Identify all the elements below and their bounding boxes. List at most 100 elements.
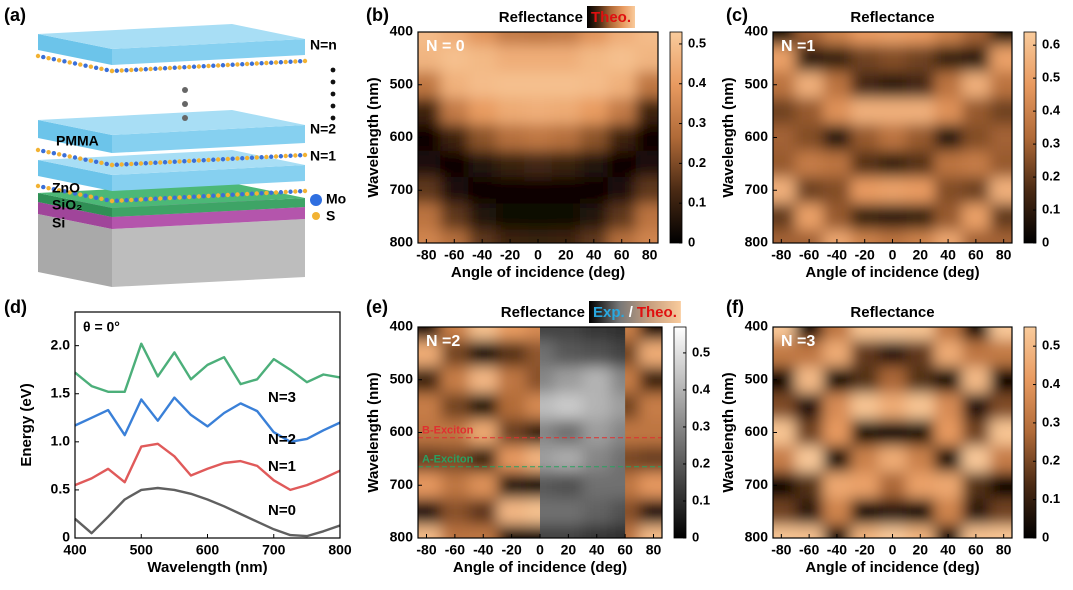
mos2-atom (249, 191, 255, 196)
heat-cell (497, 472, 527, 499)
x-tick-label: -40 (827, 542, 847, 558)
heat-cell (878, 327, 907, 341)
colorbar-tick-label: 0.3 (1042, 136, 1060, 151)
heat-cell (850, 392, 880, 420)
heat-cell (418, 445, 442, 473)
mos2-atom (119, 162, 124, 167)
mos2-atom (225, 192, 230, 198)
heat-layer (418, 32, 658, 243)
atom-label: S (326, 208, 335, 224)
heat-cell (418, 203, 441, 231)
mos2-atom (196, 158, 202, 163)
heat-cell (440, 97, 469, 125)
heat-cell (850, 45, 880, 73)
mos2-atom (177, 195, 182, 200)
mos2-atom (302, 58, 308, 64)
heat-cell (524, 71, 553, 99)
heat-cell (540, 419, 555, 447)
heat-cell (906, 524, 935, 538)
mos2-atom (177, 159, 182, 164)
heat-cell (579, 32, 609, 46)
mos2-atom (264, 154, 269, 160)
heat-cell (469, 419, 498, 447)
heat-cell (418, 32, 441, 46)
ellipsis-dot (182, 87, 188, 93)
heat-cell (540, 392, 555, 420)
heat-cell (823, 71, 852, 99)
panel-label: (a) (4, 5, 26, 25)
x-tick-label: 0 (889, 542, 897, 558)
heat-cell (906, 340, 935, 368)
y-tick-label: 700 (390, 181, 414, 197)
heat-cell (989, 150, 1012, 178)
heat-cell (554, 392, 584, 420)
heat-cell (934, 229, 963, 243)
colorbar-tick-label: 0.2 (1042, 453, 1060, 468)
mos2-atom (129, 197, 134, 203)
material-label: ZnO (52, 180, 80, 196)
heat-cell (497, 524, 527, 538)
heat-cell (989, 97, 1012, 125)
heat-cell (823, 498, 852, 526)
heat-cell (418, 71, 441, 99)
x-tick-label: -60 (799, 542, 819, 558)
mos2-atom (148, 66, 153, 72)
experiment-overlay (540, 327, 626, 538)
heat-cell (418, 45, 441, 73)
series-label: N=0 (268, 502, 296, 519)
heat-cell (878, 392, 907, 420)
mos2-atom (88, 64, 94, 69)
heat-cell (440, 366, 470, 394)
mos2-atom (201, 158, 206, 163)
mos2-atom (83, 157, 88, 162)
heat-cell (773, 524, 796, 538)
mos2-atom (158, 196, 163, 201)
x-tick-label: 40 (940, 247, 956, 263)
heat-cell (795, 32, 824, 46)
heat-cell (579, 150, 609, 178)
heat-cell (440, 472, 470, 499)
heat-cell (418, 340, 442, 368)
x-tick-label: 20 (561, 542, 577, 558)
x-tick-label: 60 (968, 247, 984, 263)
heat-cell (850, 327, 880, 341)
y-tick-label: 400 (745, 23, 769, 39)
heat-cell (551, 45, 581, 73)
mos2-atom (143, 197, 148, 202)
heat-cell (496, 45, 525, 73)
colorbar-tick-label: 0.1 (692, 492, 710, 507)
mos2-atom (104, 67, 109, 73)
heat-cell (610, 392, 626, 420)
heat-cell (551, 124, 581, 152)
heat-cell (773, 419, 796, 447)
heat-cell (554, 366, 584, 394)
heat-cell (934, 32, 963, 46)
heat-cell (850, 472, 880, 499)
mos2-atom (225, 62, 230, 68)
mos2-atom (235, 192, 240, 197)
mos2-atom (206, 193, 211, 199)
heat-cell (850, 524, 880, 538)
heat-cell (607, 203, 637, 231)
heat-cell (773, 366, 796, 394)
heat-cell (469, 524, 498, 538)
heat-cell (610, 340, 626, 368)
panel-annotation: N = 0 (426, 38, 465, 55)
heat-cell (823, 524, 852, 538)
ellipsis-dot (182, 115, 188, 121)
mos2-atom (133, 197, 139, 202)
colorbar-tick-label: 0.2 (1042, 169, 1060, 184)
x-axis-title: Angle of incidence (deg) (805, 559, 979, 576)
mos2-atom (278, 190, 284, 195)
mos2-atom (240, 192, 245, 197)
heat-cell (635, 124, 658, 152)
heat-cell (773, 97, 796, 125)
heat-cell (989, 203, 1012, 231)
x-tick-label: -80 (771, 247, 791, 263)
title-tag: / (629, 304, 634, 321)
heat-cell (961, 327, 991, 341)
x-axis-title: Wavelength (nm) (147, 559, 267, 576)
heat-cell (989, 445, 1012, 473)
y-tick-label: 400 (745, 318, 769, 334)
mos2-atom (62, 153, 67, 158)
